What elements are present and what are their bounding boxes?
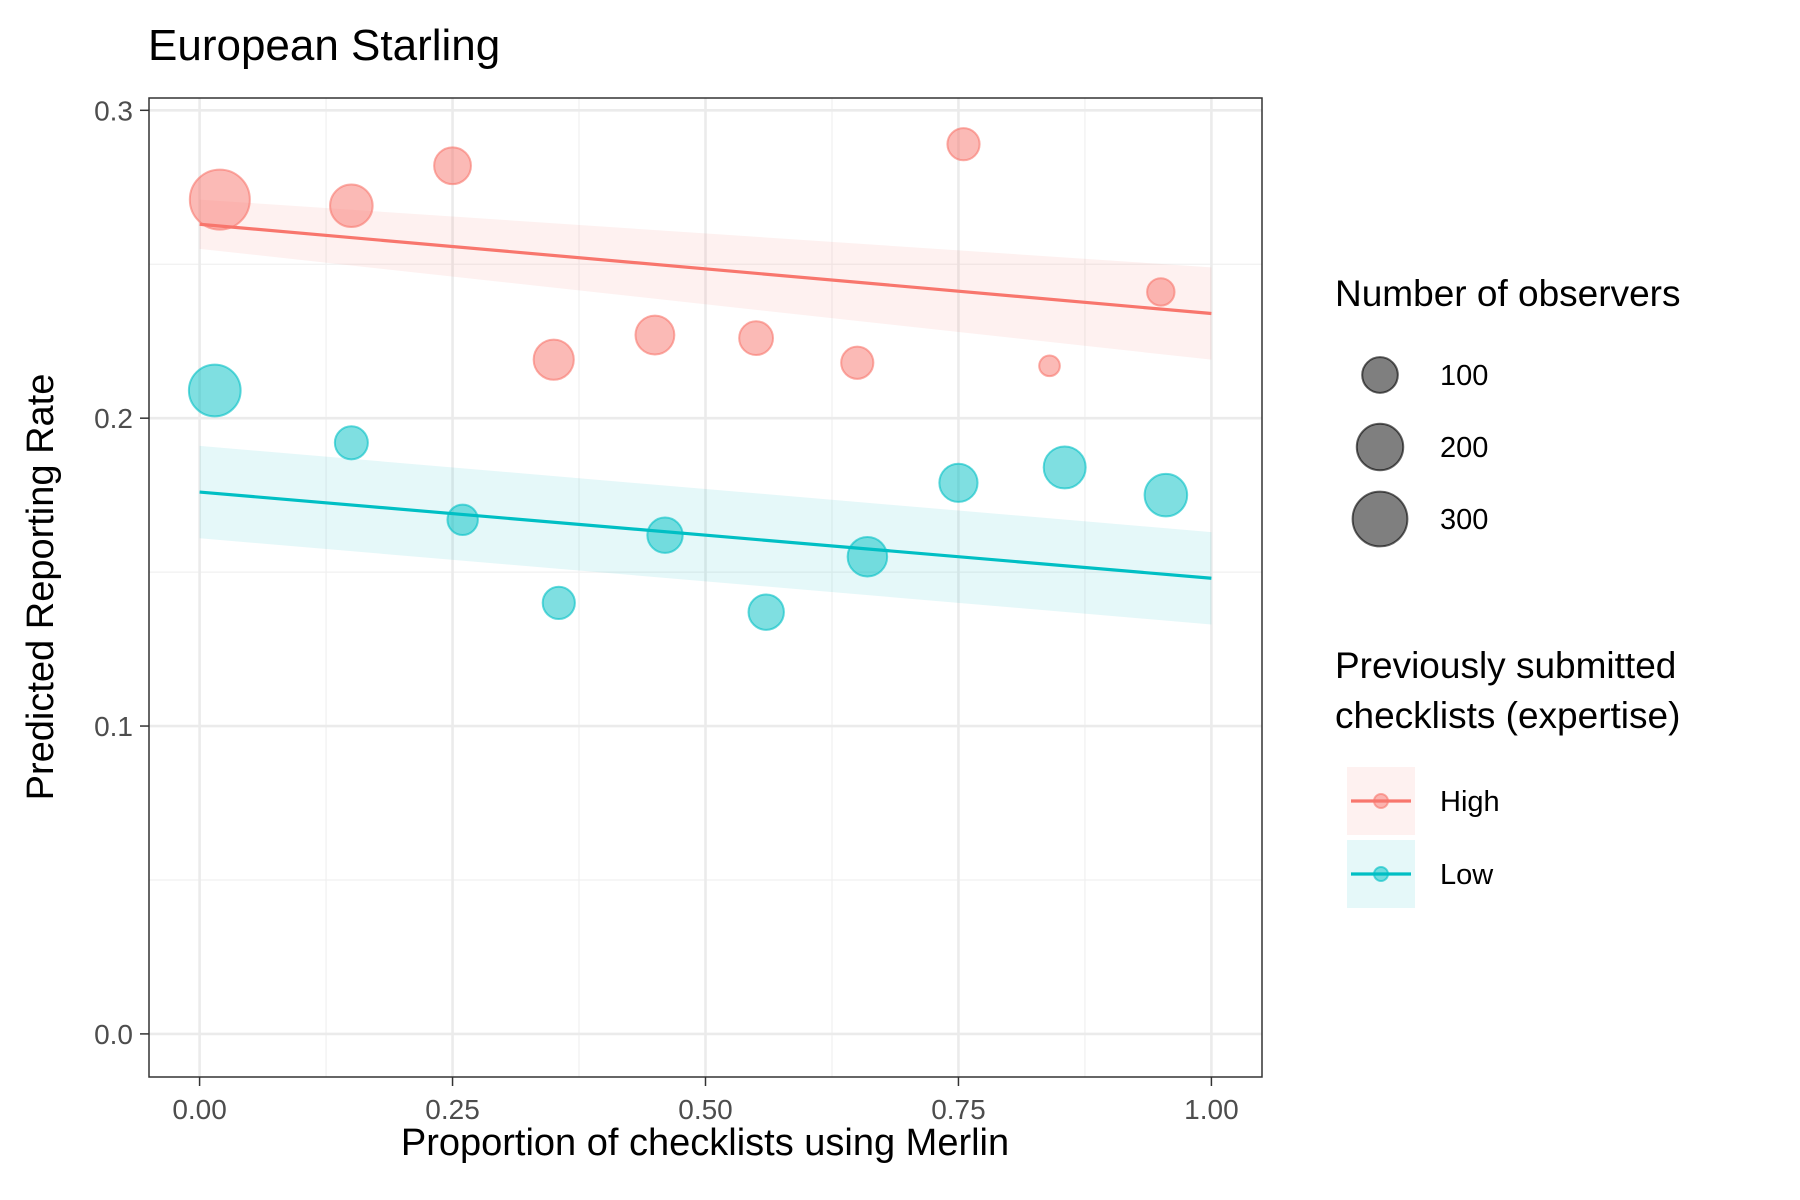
data-points — [187, 127, 1189, 631]
y-axis-ticks: 0.0 0.1 0.2 0.3 — [94, 95, 149, 1050]
x-tick-label: 0.75 — [931, 1094, 986, 1125]
y-tick-label: 0.3 — [94, 95, 133, 126]
color-legend-label-low: Low — [1440, 859, 1494, 891]
gridlines — [149, 98, 1262, 1077]
data-point-low — [333, 425, 369, 461]
data-point-high — [738, 320, 775, 357]
y-tick-label: 0.1 — [94, 711, 133, 742]
size-legend: Number of observers 100 200 300 — [1335, 273, 1680, 548]
data-point-high — [188, 168, 251, 231]
ci-ribbon-high — [199, 199, 1212, 360]
color-legend-title-line-1: Previously submitted — [1335, 645, 1676, 686]
data-point-low — [446, 503, 479, 536]
trend-lines — [199, 222, 1212, 580]
data-point-low — [846, 535, 889, 578]
y-axis-title: Predicted Reporting Rate — [20, 374, 62, 801]
x-axis-title: Proportion of checklists using Merlin — [401, 1122, 1009, 1164]
data-point-high — [329, 183, 374, 229]
x-axis-ticks: 0.00 0.25 0.50 0.75 1.00 — [172, 1077, 1239, 1125]
data-point-low — [187, 363, 242, 418]
color-legend-key-point-low — [1373, 866, 1389, 882]
data-point-low — [1042, 445, 1087, 490]
data-point-high — [634, 314, 676, 356]
size-legend-key — [1351, 490, 1409, 548]
data-point-low — [938, 462, 979, 503]
x-tick-label: 0.00 — [172, 1094, 227, 1125]
chart-title: European Starling — [148, 21, 500, 70]
x-tick-label: 1.00 — [1184, 1094, 1239, 1125]
data-point-high — [433, 146, 472, 186]
size-legend-label: 100 — [1440, 360, 1488, 392]
data-point-high — [1038, 354, 1061, 378]
color-legend-title-line-2: checklists (expertise) — [1335, 695, 1680, 736]
x-tick-label: 0.25 — [425, 1094, 480, 1125]
data-point-low — [541, 585, 576, 620]
color-legend-label-high: High — [1440, 786, 1500, 818]
data-point-high — [532, 338, 575, 381]
size-legend-label: 300 — [1440, 504, 1488, 536]
data-point-low — [646, 516, 684, 554]
data-point-high — [1146, 277, 1176, 307]
size-legend-key — [1361, 356, 1399, 394]
y-tick-label: 0.2 — [94, 403, 133, 434]
trend-line-high — [199, 222, 1212, 316]
size-legend-label: 200 — [1440, 432, 1488, 464]
data-point-high — [840, 345, 875, 380]
trend-line-low — [199, 490, 1212, 580]
y-tick-label: 0.0 — [94, 1019, 133, 1050]
color-legend-key-point-high — [1373, 793, 1389, 809]
x-tick-label: 0.50 — [678, 1094, 733, 1125]
data-point-high — [946, 127, 981, 162]
data-point-low — [1143, 472, 1189, 518]
size-legend-key — [1355, 422, 1405, 472]
color-legend: Previously submitted checklists (experti… — [1335, 645, 1680, 908]
data-point-low — [747, 593, 785, 631]
size-legend-title: Number of observers — [1335, 273, 1680, 314]
